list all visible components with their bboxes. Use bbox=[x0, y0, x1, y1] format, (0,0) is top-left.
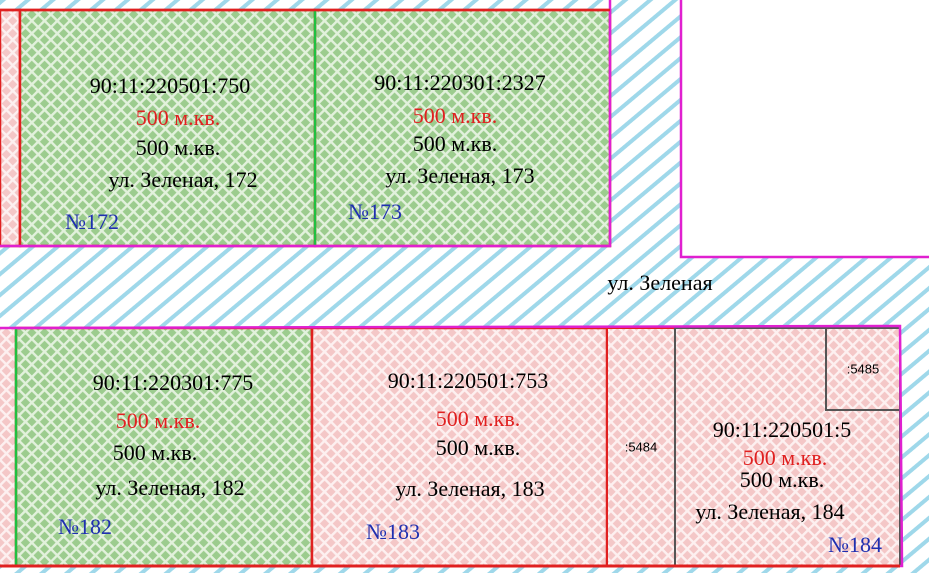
address: ул. Зеленая, 173 bbox=[385, 163, 534, 188]
parcel-number: №184 bbox=[828, 532, 882, 557]
area: 500 м.кв. bbox=[436, 435, 521, 460]
parcel bbox=[674, 327, 901, 567]
cadastral-number: 90:11:220501:753 bbox=[388, 368, 549, 393]
address: ул. Зеленая, 172 bbox=[108, 167, 257, 192]
area-plan: 500 м.кв. bbox=[436, 406, 521, 431]
cadastral-number: 90:11:220301:2327 bbox=[374, 70, 546, 95]
area-plan: 500 м.кв. bbox=[116, 408, 201, 433]
block-boundary bbox=[0, 0, 612, 248]
area: 500 м.кв. bbox=[136, 135, 221, 160]
address: ул. Зеленая, 184 bbox=[695, 499, 844, 524]
cadastral-number: 90:11:220301:775 bbox=[93, 370, 254, 395]
parcel-partial bbox=[0, 8, 22, 248]
parcel bbox=[18, 8, 317, 248]
parcel-number: №172 bbox=[65, 209, 119, 234]
parcel-partial bbox=[0, 328, 16, 566]
cadastral-number: 90:11:220501:5 bbox=[713, 417, 852, 442]
parcel bbox=[14, 326, 314, 568]
area-plan: 500 м.кв. bbox=[743, 445, 828, 470]
area: 500 м.кв. bbox=[740, 467, 825, 492]
address: ул. Зеленая, 183 bbox=[395, 476, 544, 501]
area-plan: 500 м.кв. bbox=[413, 103, 498, 128]
area: 500 м.кв. bbox=[413, 131, 498, 156]
street-label: ул. Зеленая bbox=[607, 270, 712, 295]
small-label: :5485 bbox=[847, 361, 880, 376]
parcel-number: №182 bbox=[58, 514, 112, 539]
small-label: :5484 bbox=[625, 439, 658, 454]
parcel-number: №183 bbox=[366, 519, 420, 544]
cadastral-number: 90:11:220501:750 bbox=[90, 73, 251, 98]
area: 500 м.кв. bbox=[113, 440, 198, 465]
address: ул. Зеленая, 182 bbox=[95, 475, 244, 500]
parcel-number: №173 bbox=[348, 199, 402, 224]
parcel-border bbox=[825, 328, 900, 411]
block-boundary bbox=[679, 0, 929, 259]
area-plan: 500 м.кв. bbox=[136, 105, 221, 130]
empty-block bbox=[681, 0, 929, 257]
